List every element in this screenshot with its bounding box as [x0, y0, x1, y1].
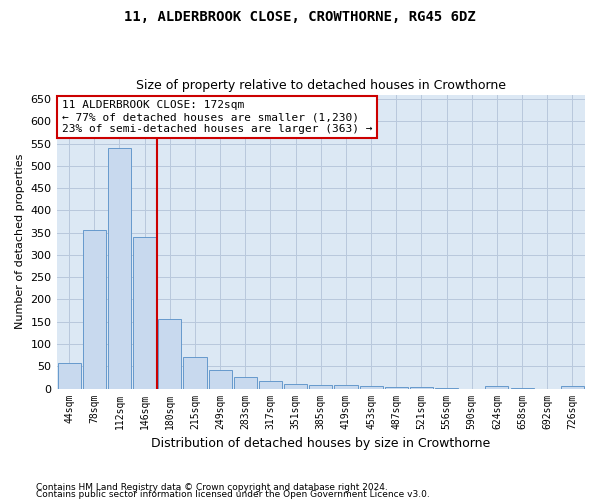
Bar [184, 358, 206, 388]
Bar [485, 386, 508, 388]
Y-axis label: Number of detached properties: Number of detached properties [15, 154, 25, 329]
Bar [410, 387, 433, 388]
X-axis label: Distribution of detached houses by size in Crowthorne: Distribution of detached houses by size … [151, 437, 490, 450]
Text: Contains public sector information licensed under the Open Government Licence v3: Contains public sector information licen… [36, 490, 430, 499]
Bar [234, 378, 257, 388]
Bar [359, 386, 383, 388]
Bar [209, 370, 232, 388]
Bar [259, 381, 282, 388]
Title: Size of property relative to detached houses in Crowthorne: Size of property relative to detached ho… [136, 79, 506, 92]
Bar [133, 237, 156, 388]
Text: 11 ALDERBROOK CLOSE: 172sqm
← 77% of detached houses are smaller (1,230)
23% of : 11 ALDERBROOK CLOSE: 172sqm ← 77% of det… [62, 100, 373, 134]
Bar [58, 362, 80, 388]
Bar [561, 386, 584, 388]
Text: 11, ALDERBROOK CLOSE, CROWTHORNE, RG45 6DZ: 11, ALDERBROOK CLOSE, CROWTHORNE, RG45 6… [124, 10, 476, 24]
Bar [309, 385, 332, 388]
Bar [385, 387, 408, 388]
Bar [83, 230, 106, 388]
Bar [108, 148, 131, 388]
Text: Contains HM Land Registry data © Crown copyright and database right 2024.: Contains HM Land Registry data © Crown c… [36, 484, 388, 492]
Bar [158, 318, 181, 388]
Bar [334, 385, 358, 388]
Bar [284, 384, 307, 388]
